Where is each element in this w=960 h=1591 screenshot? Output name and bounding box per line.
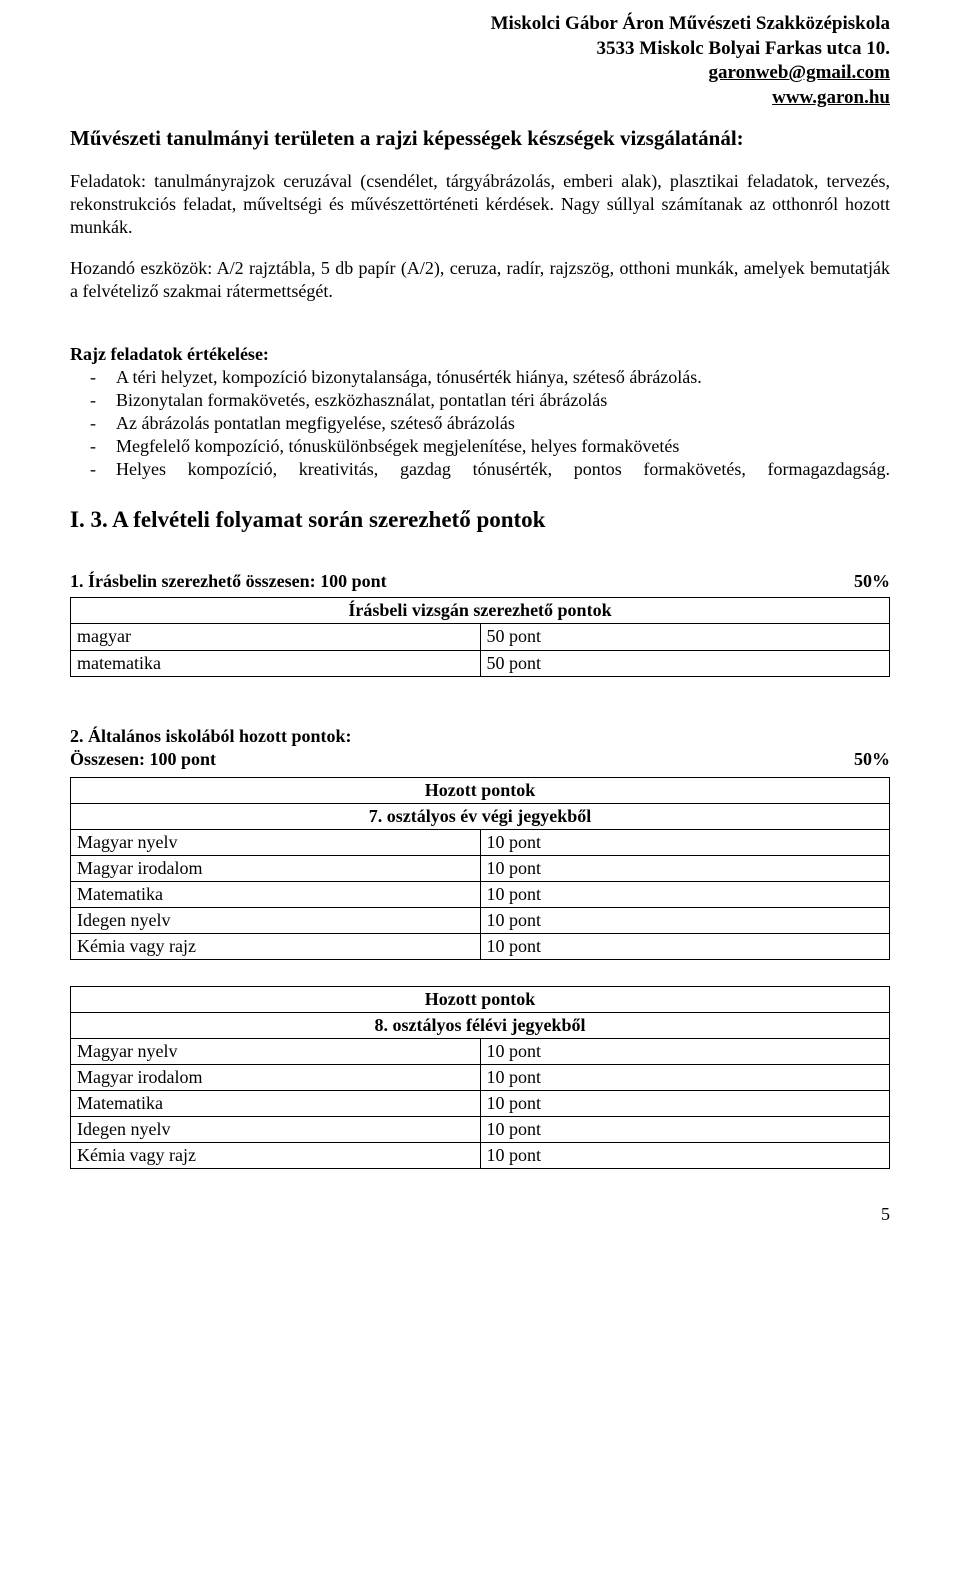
table2-row-value: 10 pont <box>480 881 890 907</box>
eval-item: Helyes kompozíció, kreativitás, gazdag t… <box>116 458 890 481</box>
table2-row-value: 10 pont <box>480 933 890 959</box>
grade7-points-table: Hozott pontok 7. osztályos év végi jegye… <box>70 777 890 960</box>
table1-row-label: magyar <box>71 624 481 650</box>
written-total-row: 1. Írásbelin szerezhető összesen: 100 po… <box>70 570 890 593</box>
table3-row-label: Magyar irodalom <box>71 1064 481 1090</box>
written-total-label: 1. Írásbelin szerezhető összesen: 100 po… <box>70 570 387 593</box>
table2-row-label: Kémia vagy rajz <box>71 933 481 959</box>
table2-header1: Hozott pontok <box>71 777 890 803</box>
table2-row-label: Magyar irodalom <box>71 855 481 881</box>
table3-row-label: Matematika <box>71 1090 481 1116</box>
section1-p1: Feladatok: tanulmányrajzok ceruzával (cs… <box>70 170 890 239</box>
table1-row-value: 50 pont <box>480 650 890 676</box>
section2-title: I. 3. A felvételi folyamat során szerezh… <box>70 505 890 534</box>
brought-points-label-a: 2. Általános iskolából hozott pontok: <box>70 725 890 748</box>
section1-p2: Hozandó eszközök: A/2 rajztábla, 5 db pa… <box>70 257 890 303</box>
table3-row-value: 10 pont <box>480 1038 890 1064</box>
table2-row-label: Idegen nyelv <box>71 907 481 933</box>
document-header: Miskolci Gábor Áron Művészeti Szakközépi… <box>70 12 890 111</box>
table3-header2: 8. osztályos félévi jegyekből <box>71 1012 890 1038</box>
written-total-pct: 50% <box>854 570 890 593</box>
eval-title: Rajz feladatok értékelése: <box>70 343 890 366</box>
table3-row-label: Kémia vagy rajz <box>71 1143 481 1169</box>
brought-points-row: Összesen: 100 pont 50% <box>70 748 890 771</box>
table2-row-label: Matematika <box>71 881 481 907</box>
brought-points-label-b: Összesen: 100 pont <box>70 748 216 771</box>
table3-row-value: 10 pont <box>480 1116 890 1142</box>
section1-title: Művészeti tanulmányi területen a rajzi k… <box>70 125 890 152</box>
table2-row-label: Magyar nyelv <box>71 829 481 855</box>
table1-header: Írásbeli vizsgán szerezhető pontok <box>71 598 890 624</box>
eval-item: Az ábrázolás pontatlan megfigyelése, szé… <box>116 412 890 435</box>
page-number: 5 <box>70 1203 890 1226</box>
website-link[interactable]: www.garon.hu <box>772 87 890 108</box>
table3-row-value: 10 pont <box>480 1143 890 1169</box>
table2-row-value: 10 pont <box>480 907 890 933</box>
brought-points-pct: 50% <box>854 748 890 771</box>
table3-header1: Hozott pontok <box>71 986 890 1012</box>
school-address: 3533 Miskolc Bolyai Farkas utca 10. <box>70 37 890 62</box>
table1-row-value: 50 pont <box>480 624 890 650</box>
eval-list: A téri helyzet, kompozíció bizonytalansá… <box>70 366 890 481</box>
table1-row-label: matematika <box>71 650 481 676</box>
table2-row-value: 10 pont <box>480 855 890 881</box>
eval-item: Megfelelő kompozíció, tónuskülönbségek m… <box>116 435 890 458</box>
written-points-table: Írásbeli vizsgán szerezhető pontok magya… <box>70 597 890 676</box>
table3-row-value: 10 pont <box>480 1090 890 1116</box>
table2-header2: 7. osztályos év végi jegyekből <box>71 803 890 829</box>
table3-row-label: Magyar nyelv <box>71 1038 481 1064</box>
table2-row-value: 10 pont <box>480 829 890 855</box>
eval-item: A téri helyzet, kompozíció bizonytalansá… <box>116 366 890 389</box>
table3-row-value: 10 pont <box>480 1064 890 1090</box>
grade8-points-table: Hozott pontok 8. osztályos félévi jegyek… <box>70 986 890 1169</box>
eval-item: Bizonytalan formakövetés, eszközhasznála… <box>116 389 890 412</box>
school-name: Miskolci Gábor Áron Művészeti Szakközépi… <box>70 12 890 37</box>
email-link[interactable]: garonweb@gmail.com <box>709 62 890 83</box>
table3-row-label: Idegen nyelv <box>71 1116 481 1142</box>
